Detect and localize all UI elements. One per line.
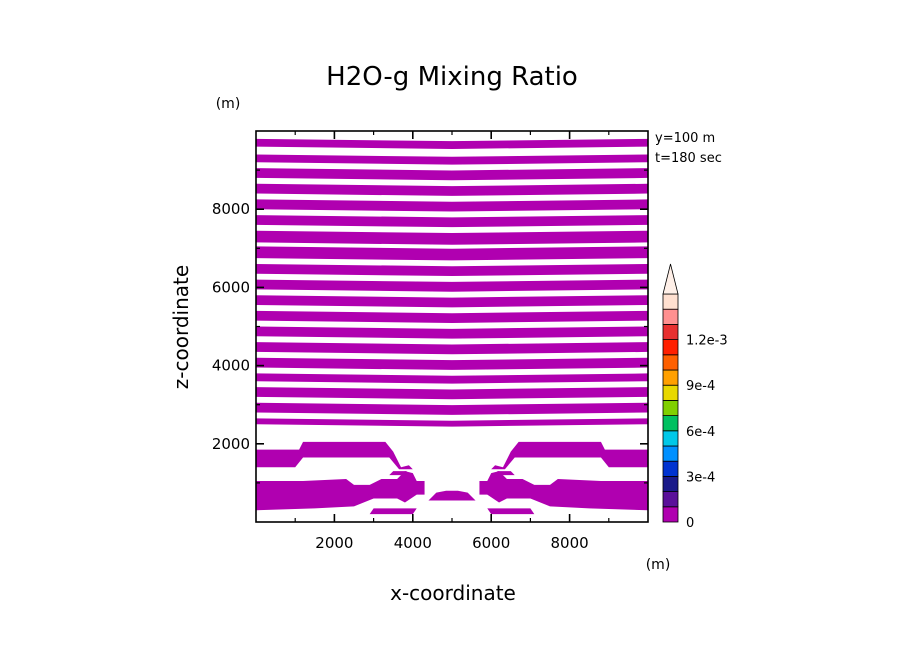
colorbar-label-3: 9e-4	[686, 379, 715, 394]
y-tick-label-1: 4000	[212, 357, 250, 375]
contour-lower-2	[256, 471, 425, 511]
colorbar-swatch-7	[662, 399, 679, 416]
colorbar-swatch-2	[662, 475, 679, 492]
colorbar-swatch-14	[662, 293, 679, 310]
contour-band-8	[256, 263, 648, 277]
y-axis-label: z-coordinate	[169, 265, 193, 389]
contour-band-3	[256, 183, 648, 196]
contour-band-9	[256, 279, 648, 292]
contour-lower-1	[491, 441, 648, 470]
x-tick-label-3: 8000	[551, 534, 589, 552]
contour-lower-6	[491, 490, 539, 497]
contour-band-1	[256, 154, 648, 165]
colorbar-label-4: 1.2e-3	[686, 334, 728, 349]
colorbar-swatch-10	[662, 354, 679, 371]
colorbar-swatch-12	[662, 323, 679, 340]
colorbar: 0 3e-4 6e-4 9e-4 1.2e-3	[662, 263, 728, 531]
colorbar-swatch-11	[662, 339, 679, 356]
contour-band-6	[256, 230, 648, 245]
colorbar-extend-arrow	[662, 263, 679, 295]
y-unit-label: (m)	[216, 96, 241, 112]
contour-lower-0	[256, 441, 413, 470]
colorbar-swatch-13	[662, 308, 679, 325]
contour-band-5	[256, 215, 648, 228]
x-unit-label: (m)	[646, 557, 671, 573]
contour-band-18	[256, 418, 648, 427]
contour-lower-9	[389, 471, 407, 476]
colorbar-label-2: 6e-4	[686, 425, 715, 440]
y-tick-label-2: 6000	[212, 278, 250, 296]
contour-band-10	[256, 295, 648, 308]
x-axis-label: x-coordinate	[390, 581, 516, 605]
contour-lower-3	[479, 471, 648, 511]
contour-band-15	[256, 373, 648, 384]
colorbar-swatch-1	[662, 491, 679, 508]
colorbar-swatch-4	[662, 445, 679, 462]
colorbar-swatch-6	[662, 415, 679, 432]
colorbar-swatch-5	[662, 430, 679, 447]
colorbar-label-1: 3e-4	[686, 470, 715, 485]
contour-band-11	[256, 310, 648, 323]
contour-band-17	[256, 402, 648, 415]
contour-fills	[256, 138, 648, 515]
x-tick-label-1: 4000	[394, 534, 432, 552]
colorbar-swatch-3	[662, 460, 679, 477]
colorbar-label-0: 0	[686, 516, 694, 531]
contour-band-7	[256, 246, 648, 261]
colorbar-swatch-0	[662, 506, 679, 523]
x-tick-label-2: 6000	[472, 534, 510, 552]
contour-lower-8	[487, 508, 535, 515]
y-tick-label-0: 2000	[212, 435, 250, 453]
contour-lower-10	[497, 471, 515, 476]
contour-band-0	[256, 138, 648, 149]
colorbar-swatch-8	[662, 384, 679, 401]
contour-band-4	[256, 199, 648, 212]
contour-band-14	[256, 357, 648, 370]
contour-lower-7	[369, 508, 417, 515]
contour-lower-4	[428, 490, 476, 501]
chart-title: H2O-g Mixing Ratio	[326, 62, 578, 92]
contour-lower-5	[365, 490, 413, 497]
contour-band-16	[256, 387, 648, 400]
contour-band-2	[256, 168, 648, 181]
colorbar-swatch-9	[662, 369, 679, 386]
info-line-t: t=180 sec	[655, 151, 722, 166]
plot-axes: 2000 4000 6000 8000 2000 4000 6000 8000	[212, 130, 649, 552]
contour-band-12	[256, 326, 648, 339]
info-line-y: y=100 m	[655, 131, 715, 146]
y-tick-label-3: 8000	[212, 200, 250, 218]
x-tick-label-0: 2000	[315, 534, 353, 552]
contour-band-13	[256, 342, 648, 355]
